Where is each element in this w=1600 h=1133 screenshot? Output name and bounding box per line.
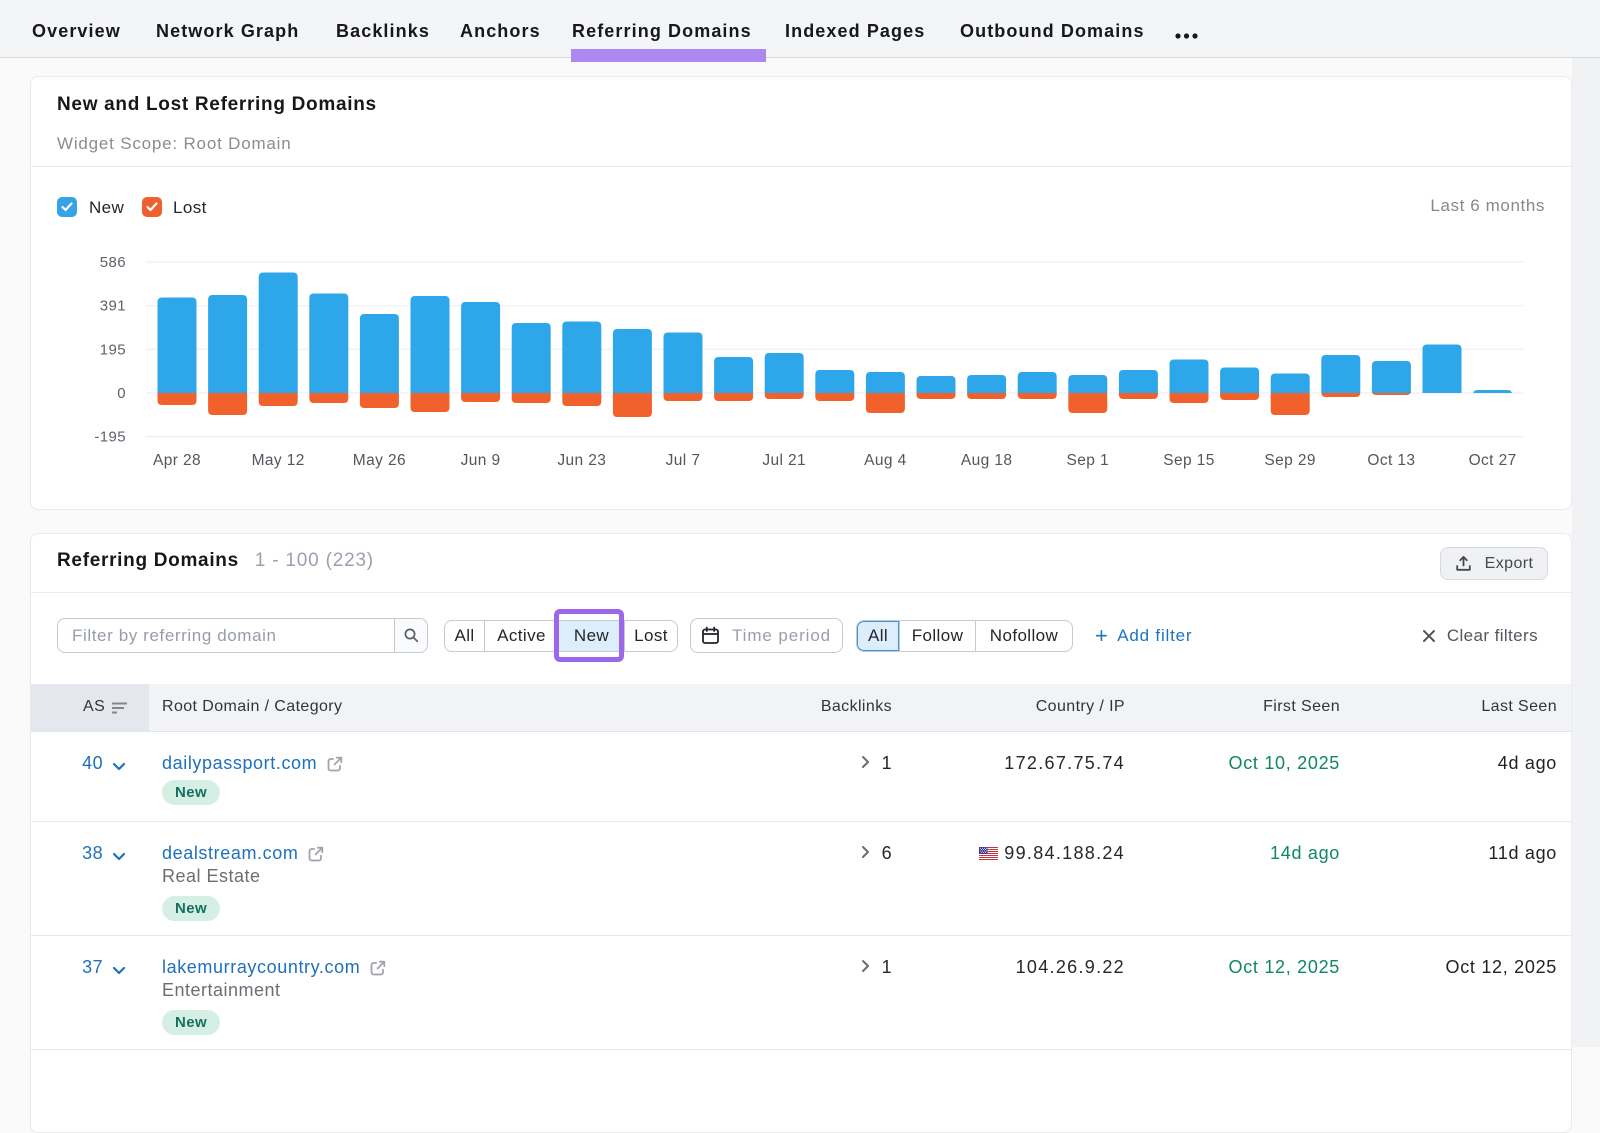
svg-text:Jun 9: Jun 9: [461, 452, 501, 469]
svg-text:Aug 18: Aug 18: [961, 452, 1013, 469]
svg-text:0: 0: [117, 385, 126, 402]
svg-text:195: 195: [100, 341, 126, 358]
svg-text:Sep 1: Sep 1: [1067, 452, 1110, 469]
svg-text:Jun 23: Jun 23: [557, 452, 606, 469]
svg-text:Apr 28: Apr 28: [153, 452, 201, 469]
svg-text:Aug 4: Aug 4: [864, 452, 907, 469]
svg-text:Jul 21: Jul 21: [762, 452, 806, 469]
svg-text:391: 391: [100, 298, 126, 315]
svg-text:Sep 15: Sep 15: [1163, 452, 1215, 469]
svg-text:586: 586: [100, 254, 126, 271]
svg-text:-195: -195: [94, 429, 126, 446]
svg-text:Oct 27: Oct 27: [1469, 452, 1517, 469]
svg-text:Jul 7: Jul 7: [666, 452, 701, 469]
svg-text:May 26: May 26: [353, 452, 406, 469]
svg-text:Oct 13: Oct 13: [1367, 452, 1415, 469]
svg-text:Sep 29: Sep 29: [1264, 452, 1316, 469]
svg-text:May 12: May 12: [252, 452, 305, 469]
